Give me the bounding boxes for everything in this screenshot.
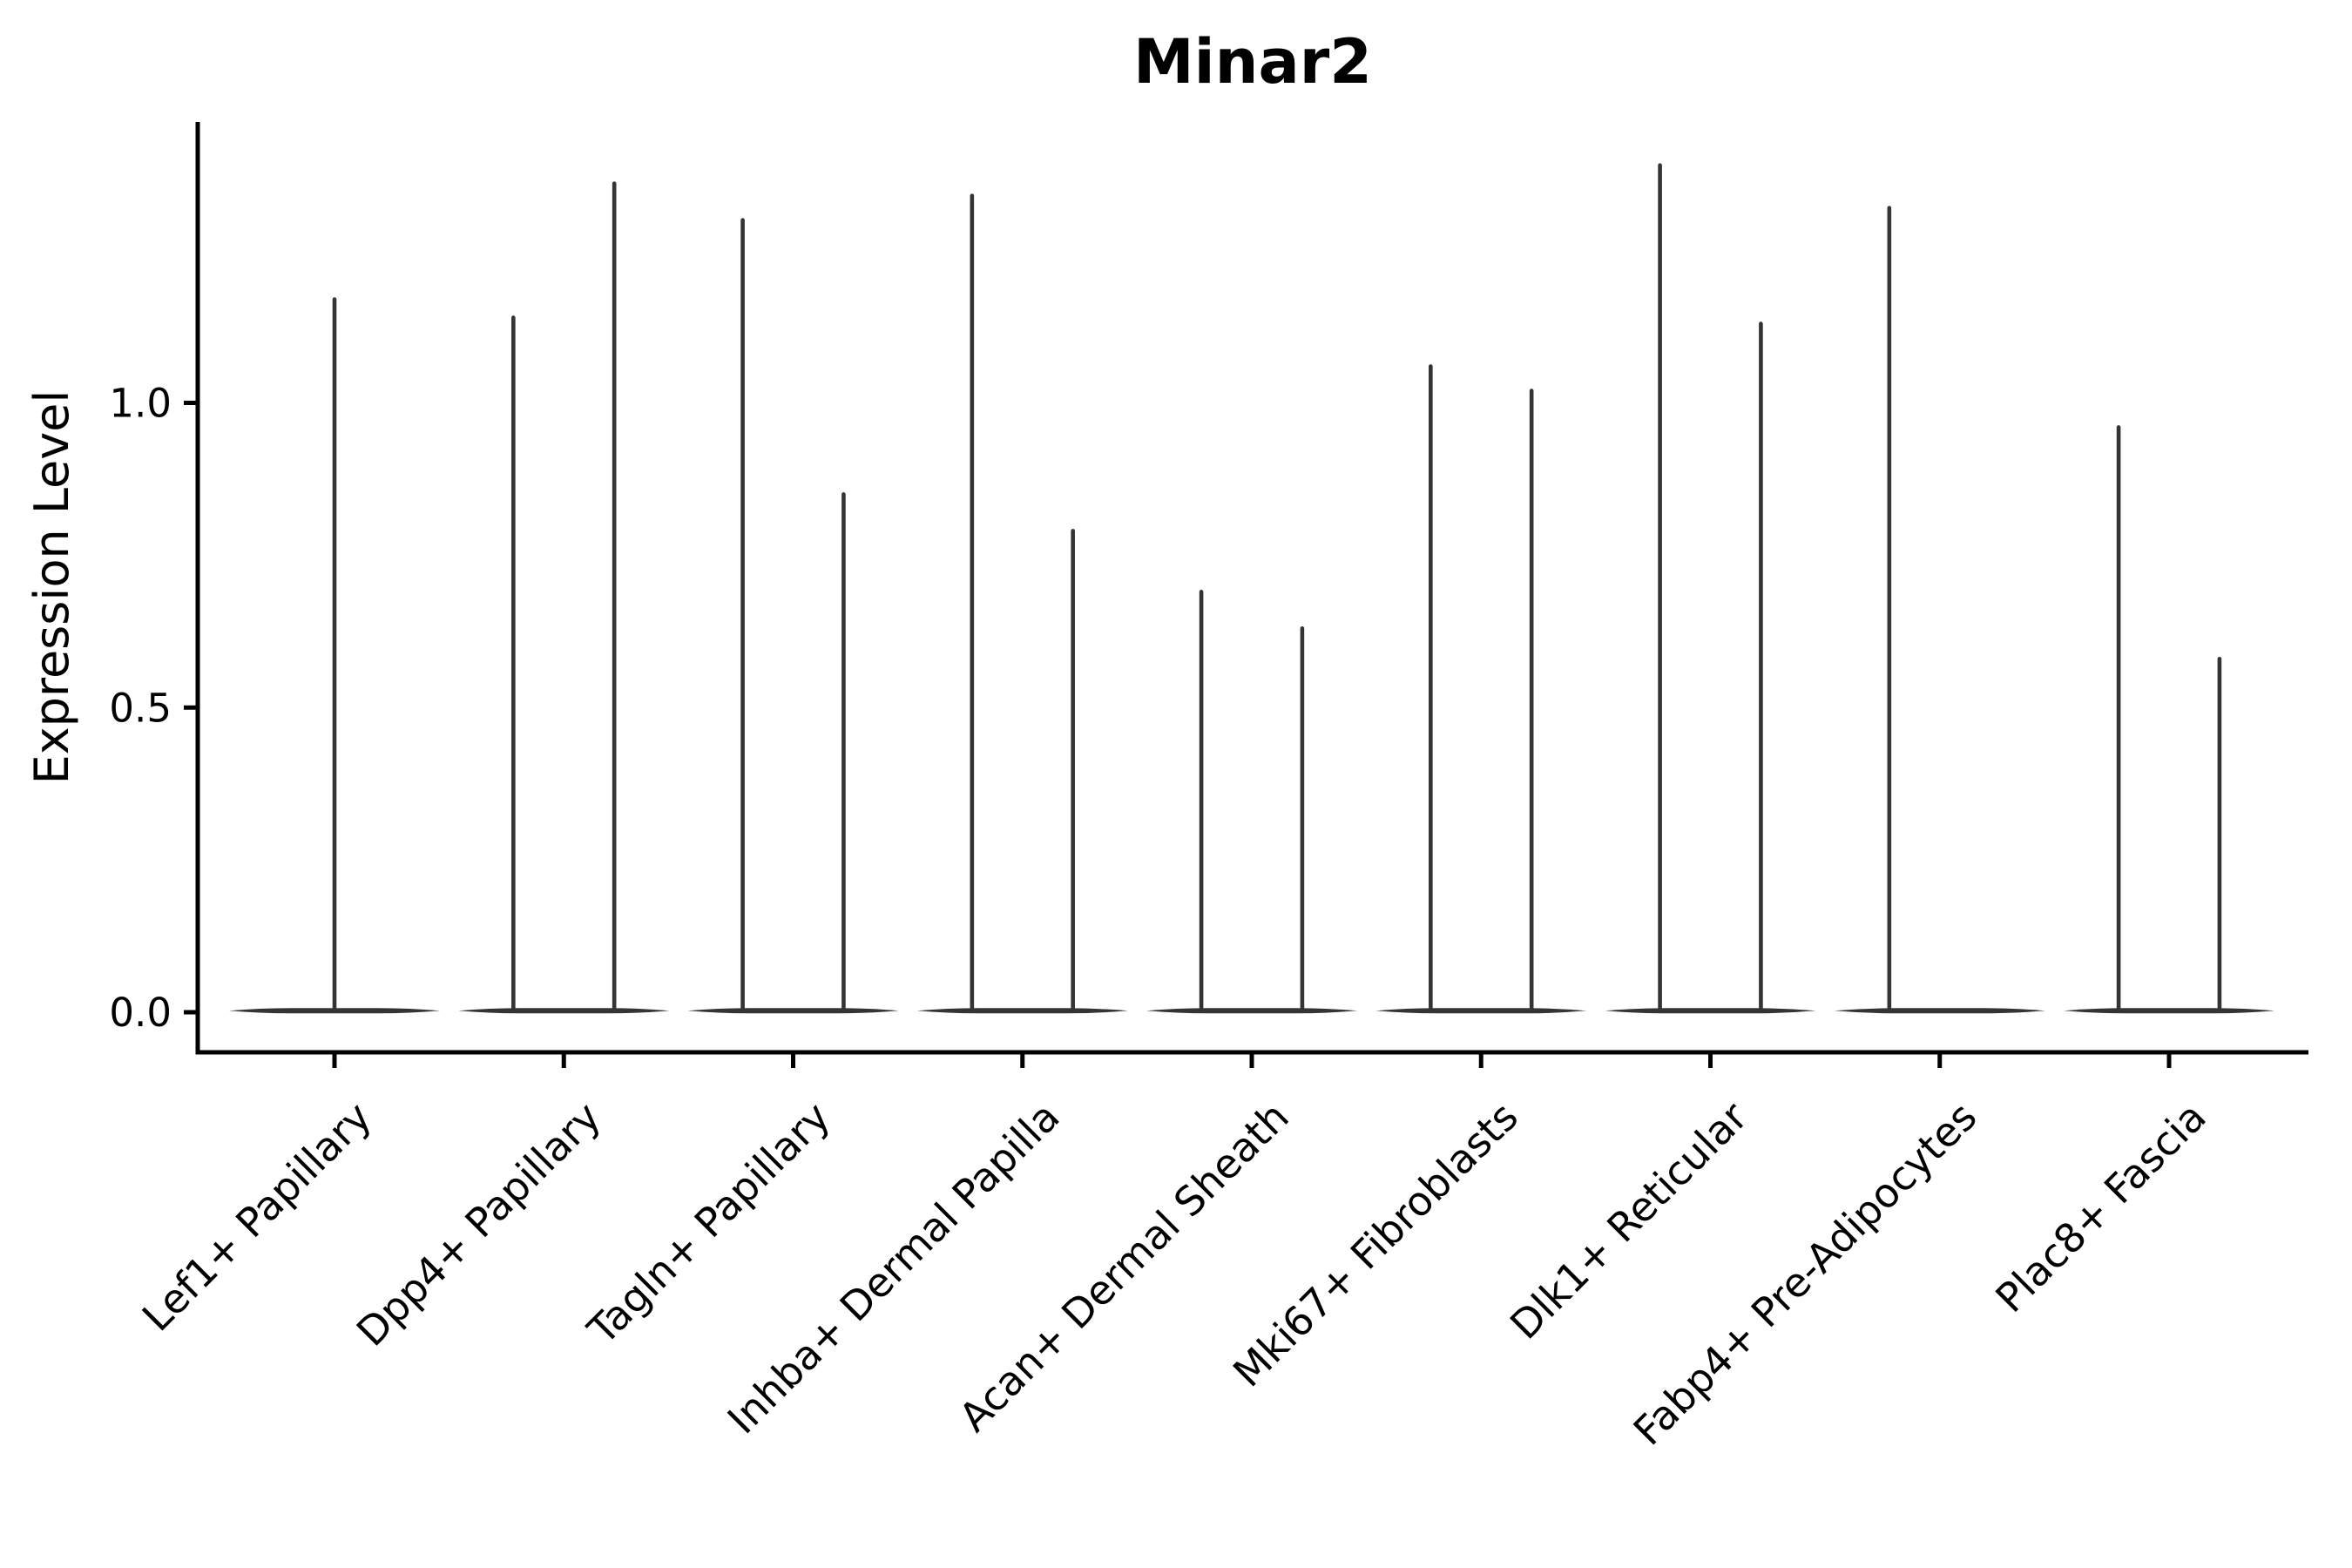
violin-body — [1834, 1008, 2045, 1014]
x-tick-label: Tagln+ Papillary — [578, 1093, 840, 1355]
violin-body — [916, 1008, 1128, 1014]
y-axis-label: Expression Level — [24, 390, 79, 785]
x-tick-label: Dlk1+ Reticular — [1501, 1093, 1756, 1348]
violin-body — [228, 1008, 441, 1014]
y-tick-label: 1.0 — [109, 381, 172, 427]
violin-body — [458, 1008, 670, 1014]
violin-body — [1605, 1008, 1816, 1014]
violin-body — [1375, 1008, 1587, 1014]
violin-layer — [228, 163, 2275, 1014]
violin-body — [687, 1008, 899, 1014]
x-tick-label: Lef1+ Papillary — [133, 1093, 381, 1341]
violin-body — [2063, 1008, 2275, 1014]
y-tick-label: 0.5 — [109, 685, 172, 731]
chart-title: Minar2 — [1133, 26, 1372, 98]
x-tick-label: Plac8+ Fascia — [1986, 1093, 2214, 1321]
x-tick-label: Dpp4+ Papillary — [348, 1093, 610, 1355]
violin-body — [1146, 1008, 1358, 1014]
y-tick-label: 0.0 — [109, 990, 172, 1036]
